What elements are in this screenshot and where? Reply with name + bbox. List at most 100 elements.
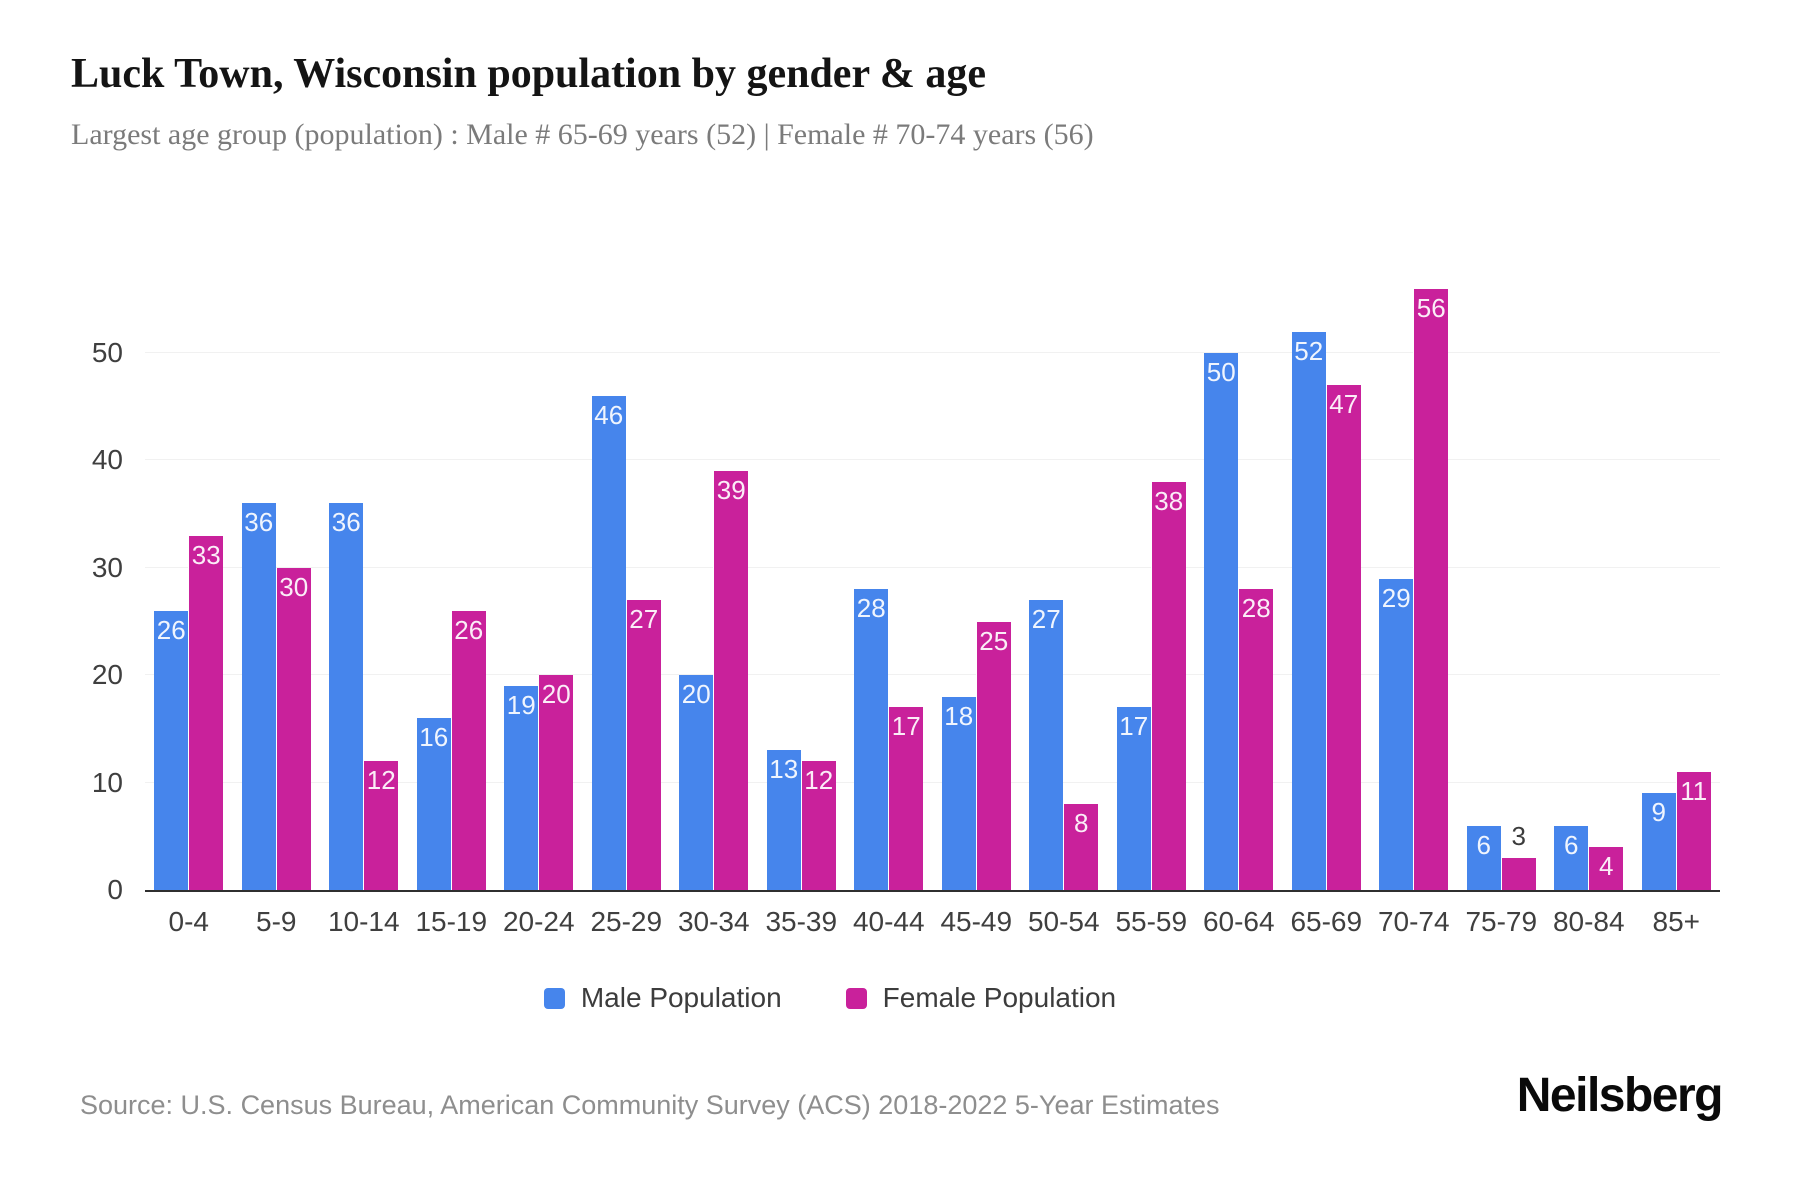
legend-item-male[interactable]: Male Population (543, 982, 782, 1014)
bar-female-25-29: 27 (625, 600, 661, 890)
bar-female-45-49: 25 (975, 621, 1011, 890)
bar-group-65-69: 52 47 65-69 (1283, 250, 1371, 937)
bar-value-label: 20 (681, 679, 711, 710)
bar-male-25-29: 46 (591, 396, 626, 890)
bar-female-20-24: 20 (538, 675, 574, 890)
y-axis-tick-10: 10 (91, 766, 123, 798)
bar-male-40-44: 28 (854, 589, 889, 890)
x-axis-tick-25-29: 25-29 (590, 906, 663, 937)
y-axis-tick-40: 40 (91, 444, 123, 476)
x-axis-tick-65-69: 65-69 (1290, 906, 1363, 937)
bar-value-label: 52 (1294, 335, 1324, 366)
chart-title: Luck Town, Wisconsin population by gende… (71, 51, 986, 97)
bar-value-label: 25 (979, 625, 1009, 656)
legend-label-female: Female Population (882, 982, 1117, 1013)
x-axis-tick-60-64: 60-64 (1202, 906, 1275, 937)
x-axis-tick-15-19: 15-19 (415, 906, 488, 937)
x-axis-tick-80-84: 80-84 (1552, 906, 1625, 937)
gridline-y40 (145, 459, 1720, 461)
x-axis-tick-30-34: 30-34 (677, 906, 750, 937)
bar-value-label: 13 (769, 754, 799, 785)
x-axis-tick-50-54: 50-54 (1027, 906, 1100, 937)
x-axis-tick-85+: 85+ (1652, 906, 1701, 937)
bar-female-40-44: 17 (888, 707, 924, 890)
y-axis-tick-0: 0 (107, 874, 123, 905)
bar-group-50-54: 27 8 50-54 (1020, 250, 1108, 937)
bar-female-75-79: 3 (1500, 822, 1536, 890)
male-series-swatch-icon (543, 987, 565, 1009)
x-axis-tick-75-79: 75-79 (1465, 906, 1538, 937)
bar-male-85+: 9 (1641, 793, 1676, 890)
bar-group-30-34: 20 39 30-34 (670, 250, 758, 937)
bar-value-label: 28 (856, 593, 886, 624)
chart-subtitle: Largest age group (population) : Male # … (71, 118, 1094, 151)
bar-female-15-19: 26 (450, 610, 486, 890)
bar-male-80-84: 6 (1554, 825, 1589, 890)
legend: Male Population Female Population (0, 982, 1660, 1014)
neilsberg-logo: Neilsberg (1516, 1069, 1724, 1122)
bar-male-15-19: 16 (416, 718, 451, 890)
gridline-y20 (145, 674, 1720, 676)
bar-male-0-4: 26 (154, 610, 189, 890)
bar-female-65-69: 47 (1325, 385, 1361, 890)
bar-male-65-69: 52 (1291, 331, 1326, 890)
legend-item-female[interactable]: Female Population (845, 982, 1117, 1014)
bar-value-label: 12 (804, 765, 834, 796)
bar-value-label: 6 (1564, 829, 1579, 860)
y-axis-tick-20: 20 (91, 659, 123, 691)
x-axis-tick-35-39: 35-39 (765, 906, 838, 937)
bar-female-60-64: 28 (1238, 589, 1274, 890)
bar-value-label: 56 (1416, 292, 1446, 323)
bar-value-label: 50 (1206, 357, 1236, 388)
bar-value-label: 29 (1381, 582, 1411, 613)
bar-value-label: 33 (191, 539, 221, 570)
bar-group-55-59: 17 38 55-59 (1108, 250, 1196, 937)
bar-group-35-39: 13 12 35-39 (758, 250, 846, 937)
bar-value-label: 47 (1329, 389, 1359, 420)
bar-value-label: 28 (1241, 593, 1271, 624)
bar-male-10-14: 36 (329, 503, 364, 890)
bar-value-label: 26 (156, 614, 186, 645)
bar-male-20-24: 19 (504, 685, 539, 890)
bar-group-40-44: 28 17 40-44 (845, 250, 933, 937)
bar-value-label: 20 (541, 679, 571, 710)
bar-female-10-14: 12 (363, 761, 399, 890)
bar-value-label: 16 (419, 722, 449, 753)
bar-value-label: 6 (1476, 829, 1491, 860)
bar-male-35-39: 13 (766, 750, 801, 890)
bar-value-label: 3 (1511, 820, 1526, 851)
bar-male-5-9: 36 (241, 503, 276, 890)
bar-value-label: 12 (366, 765, 396, 796)
bar-male-70-74: 29 (1379, 578, 1414, 890)
bar-female-5-9: 30 (275, 567, 311, 890)
bar-group-10-14: 36 12 10-14 (320, 250, 408, 937)
bar-male-60-64: 50 (1204, 353, 1239, 890)
bar-group-75-79: 6 3 75-79 (1458, 250, 1546, 937)
bar-value-label: 18 (944, 700, 974, 731)
bar-group-60-64: 50 28 60-64 (1195, 250, 1283, 937)
bar-male-75-79: 6 (1466, 825, 1501, 890)
legend-label-male: Male Population (580, 982, 782, 1013)
bar-value-label: 11 (1680, 775, 1708, 806)
bar-value-label: 4 (1599, 851, 1614, 882)
bar-group-25-29: 46 27 25-29 (583, 250, 671, 937)
bar-value-label: 27 (629, 604, 659, 635)
source-attribution: Source: U.S. Census Bureau, American Com… (80, 1090, 1220, 1120)
bar-value-label: 8 (1074, 808, 1089, 839)
x-axis-tick-10-14: 10-14 (327, 906, 400, 937)
bar-group-80-84: 6 4 80-84 (1545, 250, 1633, 937)
x-axis-tick-0-4: 0-4 (168, 906, 209, 937)
bar-group-20-24: 19 20 20-24 (495, 250, 583, 937)
bar-female-50-54: 8 (1063, 804, 1099, 890)
bar-group-85+: 9 11 85+ (1633, 250, 1721, 937)
bar-group-70-74: 29 56 70-74 (1370, 250, 1458, 937)
bar-female-80-84: 4 (1588, 847, 1624, 890)
bar-female-85+: 11 (1675, 771, 1711, 890)
bar-female-55-59: 38 (1150, 481, 1186, 890)
bar-group-15-19: 16 26 15-19 (408, 250, 496, 937)
gridline-y10 (145, 781, 1720, 783)
bar-value-label: 17 (1119, 711, 1149, 742)
x-axis-tick-55-59: 55-59 (1115, 906, 1188, 937)
x-axis-tick-5-9: 5-9 (256, 906, 297, 937)
bar-value-label: 19 (506, 689, 536, 720)
